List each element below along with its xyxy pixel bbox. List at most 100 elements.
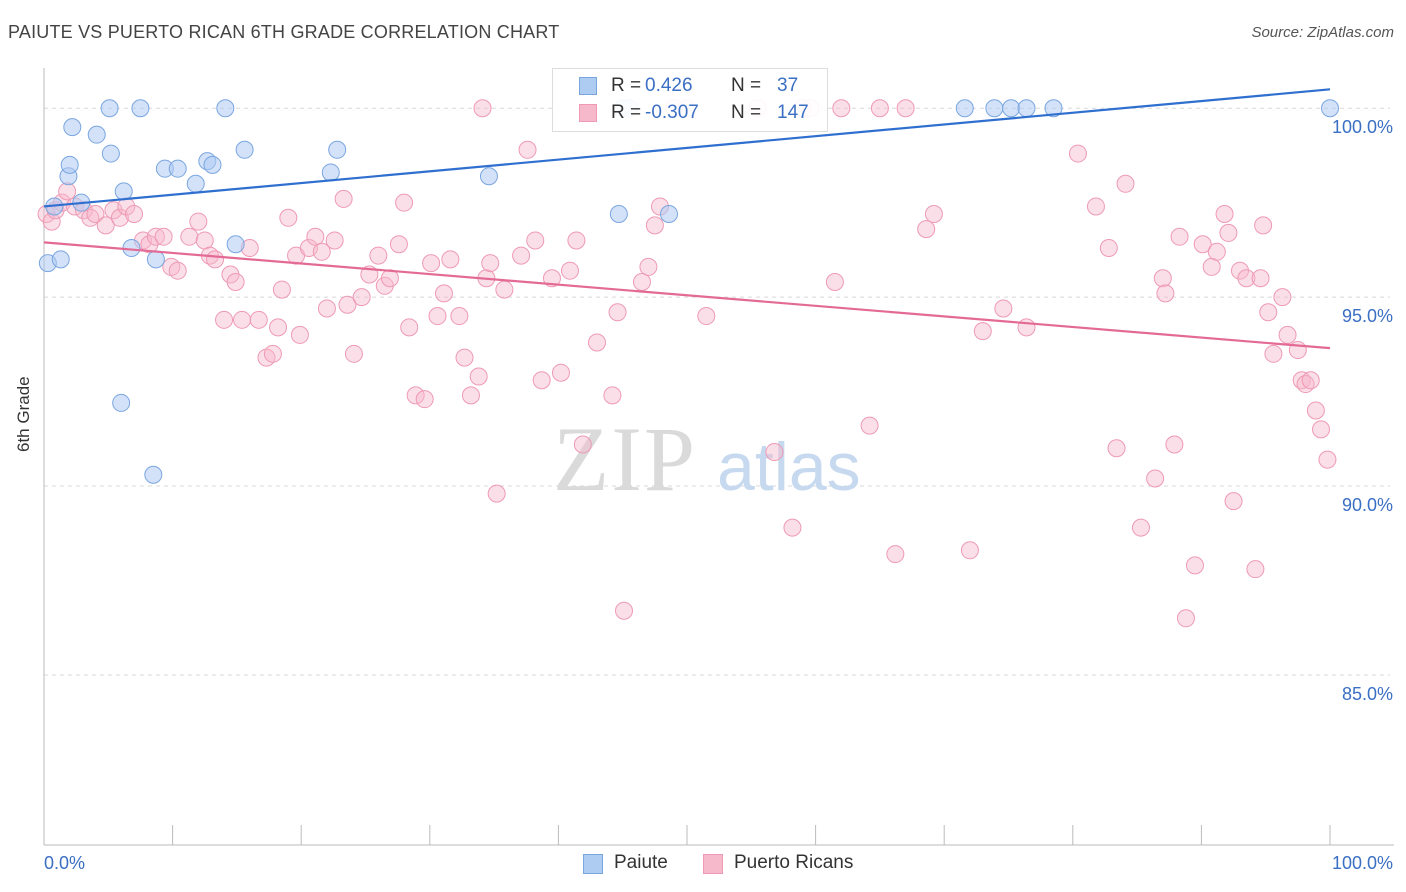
paiute-swatch	[579, 77, 597, 95]
pr-point	[994, 299, 1013, 318]
pr-point	[1156, 284, 1175, 303]
pr-point	[249, 310, 268, 329]
pr-point	[495, 280, 514, 299]
pr-point	[551, 363, 570, 382]
pr-point	[272, 280, 291, 299]
pr-point	[441, 250, 460, 269]
pr-point	[1306, 401, 1325, 420]
pr-point	[206, 250, 225, 269]
watermark-atlas: atlas	[717, 429, 861, 505]
stats-row-paiute: R = 0.426 N = 37	[553, 73, 827, 99]
paiute-point	[216, 99, 235, 118]
pr-point	[469, 367, 488, 386]
paiute-point	[328, 140, 347, 159]
pr-point	[1165, 435, 1184, 454]
pr-point	[334, 189, 353, 208]
paiute-legend-label: Paiute	[614, 852, 668, 873]
pr-point	[1224, 492, 1243, 511]
pr-point	[587, 333, 606, 352]
paiute-point	[131, 99, 150, 118]
paiute-point	[1044, 99, 1063, 118]
pr-point	[180, 227, 199, 246]
pr-point	[860, 416, 879, 435]
pr-point	[389, 235, 408, 254]
pr-point	[645, 216, 664, 235]
paiute-point	[1017, 99, 1036, 118]
x-tick-label: 100.0%	[1332, 853, 1393, 873]
series-paiute	[38, 99, 1339, 484]
n-value: 147	[777, 102, 809, 123]
pr-point	[632, 273, 651, 292]
pr-point	[422, 254, 441, 273]
pr-point	[189, 212, 208, 231]
pr-point	[428, 307, 447, 326]
pr-point	[215, 310, 234, 329]
axes	[43, 68, 1394, 846]
pr-point	[263, 344, 282, 363]
pr-point	[1116, 174, 1135, 193]
pr-point	[125, 205, 144, 224]
paiute-point	[235, 140, 254, 159]
pr-point	[487, 484, 506, 503]
paiute-point	[63, 118, 82, 137]
pr-point	[325, 231, 344, 250]
pr-point	[1176, 609, 1195, 628]
pr-point	[455, 348, 474, 367]
pr-point	[1202, 257, 1221, 276]
watermark: ZIP atlas	[553, 408, 861, 510]
pr-point	[518, 140, 537, 159]
pr-point	[195, 231, 214, 250]
paiute-point	[609, 205, 628, 224]
pr-point	[1219, 223, 1238, 242]
pr-point	[1170, 227, 1189, 246]
source-label: Source: ZipAtlas.com	[1251, 24, 1394, 41]
paiute-point	[203, 155, 222, 174]
pr-point	[1193, 235, 1212, 254]
n-value: 37	[777, 75, 799, 96]
paiute-point	[226, 235, 245, 254]
pr-point	[1318, 450, 1337, 469]
pr-point	[146, 227, 165, 246]
pr-point	[317, 299, 336, 318]
pr-swatch	[579, 104, 597, 122]
pr-point	[608, 303, 627, 322]
pr-point	[1259, 303, 1278, 322]
pr-point	[614, 601, 633, 620]
pr-point	[1207, 242, 1226, 261]
pr-trend-line	[43, 241, 1331, 350]
r-value: 0.426	[645, 75, 693, 96]
pr-point	[1230, 261, 1249, 280]
paiute-point	[101, 144, 120, 163]
y-tick-label: 85.0%	[1342, 684, 1393, 704]
pr-point	[1264, 344, 1283, 363]
paiute-point	[479, 167, 498, 186]
stats-legend: R = 0.426 N = 37 R = -0.307 N = 147	[552, 68, 828, 132]
pr-point	[395, 193, 414, 212]
stats-row-puerto-ricans: R = -0.307 N = 147	[553, 100, 827, 126]
pr-point	[560, 261, 579, 280]
pr-point	[110, 208, 129, 227]
paiute-point	[955, 99, 974, 118]
series-puerto-ricans	[37, 99, 1337, 628]
r-label: R =	[611, 102, 642, 123]
pr-point	[96, 216, 115, 235]
pr-point	[344, 344, 363, 363]
pr-point	[290, 325, 309, 344]
pr-point	[168, 261, 187, 280]
pr-point	[1153, 269, 1172, 288]
pr-point	[269, 318, 288, 337]
pr-point	[406, 386, 425, 405]
pr-point	[400, 318, 419, 337]
pr-point	[481, 254, 500, 273]
r-label: R =	[611, 75, 642, 96]
pr-point	[233, 310, 252, 329]
r-value: -0.307	[645, 102, 699, 123]
pr-point	[924, 205, 943, 224]
pr-point	[434, 284, 453, 303]
pr-point	[973, 322, 992, 341]
pr-point	[415, 390, 434, 409]
pr-point	[765, 443, 784, 462]
pr-point	[1237, 269, 1256, 288]
paiute-point	[87, 125, 106, 144]
